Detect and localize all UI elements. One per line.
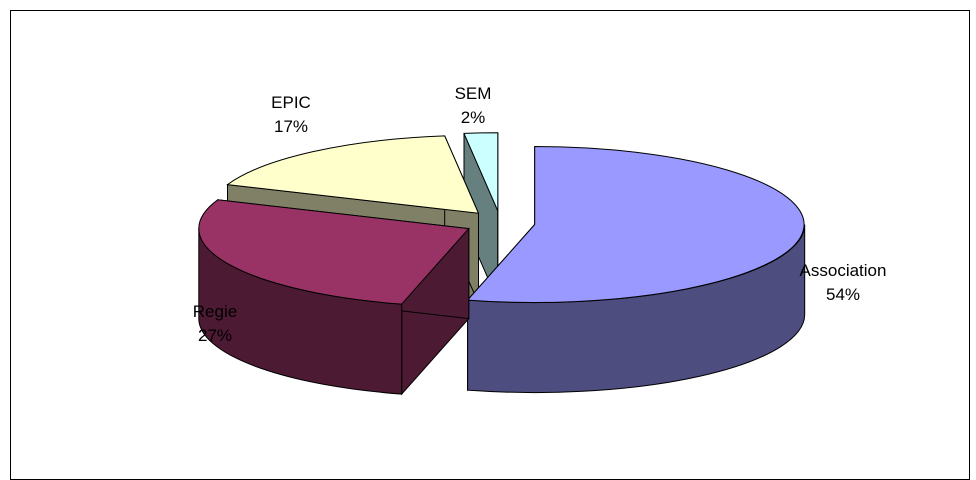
slice-label-epic: EPIC — [271, 93, 311, 112]
pie-slice-top-regie — [198, 199, 470, 305]
slice-value-sem: 2% — [461, 108, 486, 127]
slice-label-regie: Regie — [193, 302, 237, 321]
pie-slice-top-association — [466, 145, 805, 303]
slice-label-association: Association — [800, 261, 887, 280]
slice-value-epic: 17% — [274, 117, 308, 136]
slice-value-association: 54% — [826, 285, 860, 304]
slice-value-regie: 27% — [198, 326, 232, 345]
pie-slice-top-epic — [226, 135, 480, 214]
pie-slice-top-sem — [463, 132, 499, 212]
pie-slice-association — [466, 145, 806, 394]
slice-label-sem: SEM — [455, 84, 492, 103]
pie-slice-regie — [198, 199, 470, 396]
